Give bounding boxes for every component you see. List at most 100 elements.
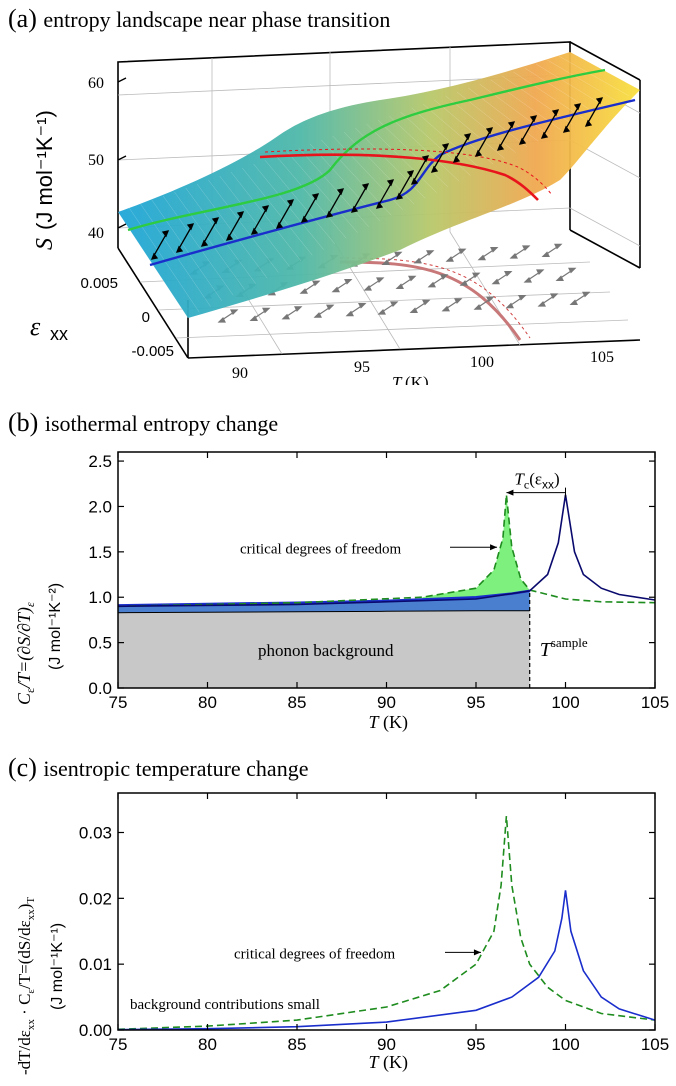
surface-arrow [395, 170, 415, 200]
chart-c-ylabel-unit-text: (J mol⁻¹K⁻¹) [49, 923, 66, 1010]
floor-arrow [505, 295, 527, 309]
chart-b-ytick-label: 0.0 [88, 679, 112, 698]
panel-b-letter: (b) [8, 408, 39, 437]
floor-projection-solid [339, 260, 522, 341]
strain-axis: 0.005 0 -0.005 ε xx [30, 275, 174, 360]
t-tick-90: 90 [232, 365, 248, 382]
floor-arrow [427, 274, 449, 288]
surface-arrow [175, 223, 195, 253]
chart-c-xtick-label: 90 [377, 1035, 396, 1054]
floor-arrow [537, 293, 559, 307]
t-tick-95: 95 [354, 359, 370, 376]
critical-blue-area [118, 590, 530, 613]
surface-arrows [150, 97, 604, 260]
chart-b-ytick-label: 2.5 [88, 452, 112, 471]
chart-b-xtick-label: 85 [288, 693, 307, 712]
critical-annotation: critical degrees of freedom [234, 946, 395, 962]
tc-high-line [117, 494, 656, 608]
floor-arrow [363, 277, 385, 291]
red-curve [259, 153, 539, 201]
chart-c-frame [117, 792, 656, 1031]
s-tick-40: 40 [88, 225, 104, 242]
s-axis-label-var: S [32, 238, 58, 250]
background-annotation: background contributions small [130, 997, 320, 1013]
t-axis-label-var: T [392, 373, 403, 385]
critical-green-area [422, 494, 530, 600]
surface-arrow [474, 127, 494, 157]
critical-annotation-arrowhead [490, 544, 498, 551]
s-tick-60: 60 [88, 75, 104, 92]
panel-b-title-text: isothermal entropy change [44, 411, 279, 436]
tc-annotation: Tc(εxx) [514, 470, 559, 492]
panel-a: (a) entropy landscape near phase transit… [0, 0, 676, 385]
floor-arrow [299, 280, 321, 294]
chart-b-xlabel: T (K) [369, 712, 409, 733]
phonon-line [117, 610, 530, 614]
surface-arrow [300, 193, 320, 223]
floor-arrows [189, 243, 591, 323]
tc-high-line [117, 890, 656, 1031]
chart-c-xtick-label: 105 [641, 1035, 669, 1054]
strain-tick-neg: -0.005 [131, 343, 174, 360]
chart-c-ylabel-text: -dT/dεxx · Cε/T=(dS/dεxx)T [15, 897, 37, 1075]
chart-b-ylabel-unit-text: (J mol⁻¹K⁻²) [47, 583, 64, 670]
chart-c-xtick-label: 95 [467, 1035, 486, 1054]
strain-axis-sub: xx [50, 324, 68, 344]
s-axis-label: S (J mol⁻¹K⁻¹) [32, 110, 58, 250]
chart-b-xtick-label: 75 [109, 693, 128, 712]
t-tick-105: 105 [590, 349, 614, 366]
panel-a-title-text: entropy landscape near phase transition [43, 7, 391, 32]
t-sample-annotation: Tsample [540, 635, 588, 661]
panel-c-letter: (c) [8, 753, 37, 782]
surface-arrow [410, 155, 430, 185]
s-axis-label-unit: (J mol⁻¹K⁻¹) [32, 110, 57, 230]
chart-b-ytick-label: 1.0 [88, 588, 112, 607]
chart-c-xtick-label: 75 [109, 1035, 128, 1054]
t-axis: 90 95 100 105 T (K) [232, 349, 614, 385]
critical-dashed-line [117, 494, 656, 608]
surface-arrow [540, 109, 560, 139]
critical-annotation: critical degrees of freedom [240, 541, 401, 557]
surface-arrow [584, 97, 604, 127]
floor-arrow [345, 303, 367, 317]
entropy-surface [118, 52, 640, 318]
critical-dashed-line [117, 815, 656, 1031]
floor-arrow [459, 272, 481, 286]
phonon-area [118, 610, 530, 688]
surface-arrow [200, 217, 220, 247]
floor-arrow [477, 247, 499, 261]
panel-a-letter: (a) [8, 4, 37, 33]
phonon-annotation: phonon background [258, 641, 394, 660]
surface-arrow [325, 188, 345, 218]
chart-c-ylabel: -dT/dεxx · Cε/T=(dS/dεxx)T [15, 897, 37, 1075]
chart-b-ylabel-text: Cε/T=(∂S/∂T)ε [14, 602, 37, 705]
chart-c-xlabel: T (K) [369, 1052, 409, 1073]
t-axis-label-unit: (K) [405, 373, 429, 385]
chart-b-ytick-label: 0.5 [88, 634, 112, 653]
floor-arrow [413, 250, 435, 264]
surface-arrow [375, 179, 395, 209]
floor-arrow [491, 271, 513, 285]
strain-tick-zero: 0 [142, 309, 150, 326]
panel-c-title-text: isentropic temperature change [43, 756, 309, 781]
surface-arrow [275, 199, 295, 229]
chart-c-ytick-label: 0.00 [79, 1021, 112, 1040]
surface-arrow [496, 121, 516, 151]
floor-arrow [395, 275, 417, 289]
panel-b-title: (b) isothermal entropy change [8, 408, 278, 438]
floor-arrow [473, 296, 495, 310]
floor-arrow [217, 309, 239, 323]
chart-b-xtick-label: 80 [198, 693, 217, 712]
floor-arrow [249, 307, 271, 321]
floor-arrow [445, 248, 467, 262]
surface-arrow [250, 205, 270, 235]
strain-axis-label: ε [30, 312, 41, 341]
chart-b-ylabel-unit: (J mol⁻¹K⁻²) [47, 583, 64, 670]
surface-arrow [225, 211, 245, 241]
floor-arrow [555, 267, 577, 281]
floor-arrow [509, 245, 531, 259]
surface-arrow [562, 103, 582, 133]
red-dashed-curve [264, 148, 553, 196]
panel-a-title: (a) entropy landscape near phase transit… [8, 4, 390, 34]
panel-c: (c) isentropic temperature change 75 80 85… [0, 745, 676, 1086]
